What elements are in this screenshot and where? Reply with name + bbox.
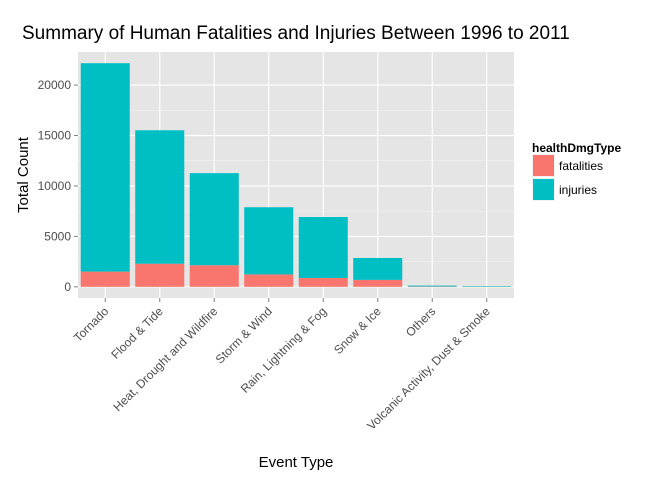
bar-fatalities (353, 279, 403, 287)
legend-swatch-injuries (533, 179, 554, 200)
y-axis-title: Total Count (15, 136, 32, 213)
x-tick-label: Snow & Ice (331, 304, 384, 357)
y-tick-label: 15000 (38, 129, 72, 143)
y-tick-label: 0 (64, 280, 71, 294)
legend-label-injuries: injuries (559, 183, 597, 197)
bar-fatalities (189, 265, 239, 287)
legend: healthDmgType fatalities injuries (532, 141, 621, 201)
y-tick-label: 20000 (38, 78, 72, 92)
y-axis-ticks: 0 5000 10000 15000 20000 (38, 78, 78, 294)
bar-injuries (189, 173, 239, 266)
bar-injuries (80, 63, 130, 272)
bar-injuries (135, 130, 185, 264)
x-tick-label: Others (403, 304, 438, 339)
legend-label-fatalities: fatalities (559, 159, 603, 173)
chart-title: Summary of Human Fatalities and Injuries… (22, 23, 570, 44)
bars (80, 63, 512, 287)
bar-fatalities (135, 263, 185, 287)
legend-items: fatalities injuries (532, 154, 603, 201)
x-tick-label: Flood & Tide (108, 304, 166, 362)
bar-injuries (244, 207, 294, 275)
bar-fatalities (298, 277, 348, 287)
legend-swatch-fatalities (533, 155, 554, 176)
x-tick-label: Tornado (71, 304, 112, 345)
y-tick-label: 10000 (38, 179, 72, 193)
bar-injuries (353, 257, 403, 280)
bar-injuries (407, 285, 457, 287)
y-tick-label: 5000 (44, 229, 71, 243)
x-tick-label: Heat, Drought and Wildfire (110, 304, 220, 414)
x-axis-title: Event Type (259, 454, 334, 471)
bar-injuries (462, 286, 512, 287)
legend-title: healthDmgType (532, 141, 621, 155)
bar-injuries (298, 217, 348, 278)
bar-fatalities (80, 271, 130, 287)
bar-fatalities (244, 274, 294, 287)
